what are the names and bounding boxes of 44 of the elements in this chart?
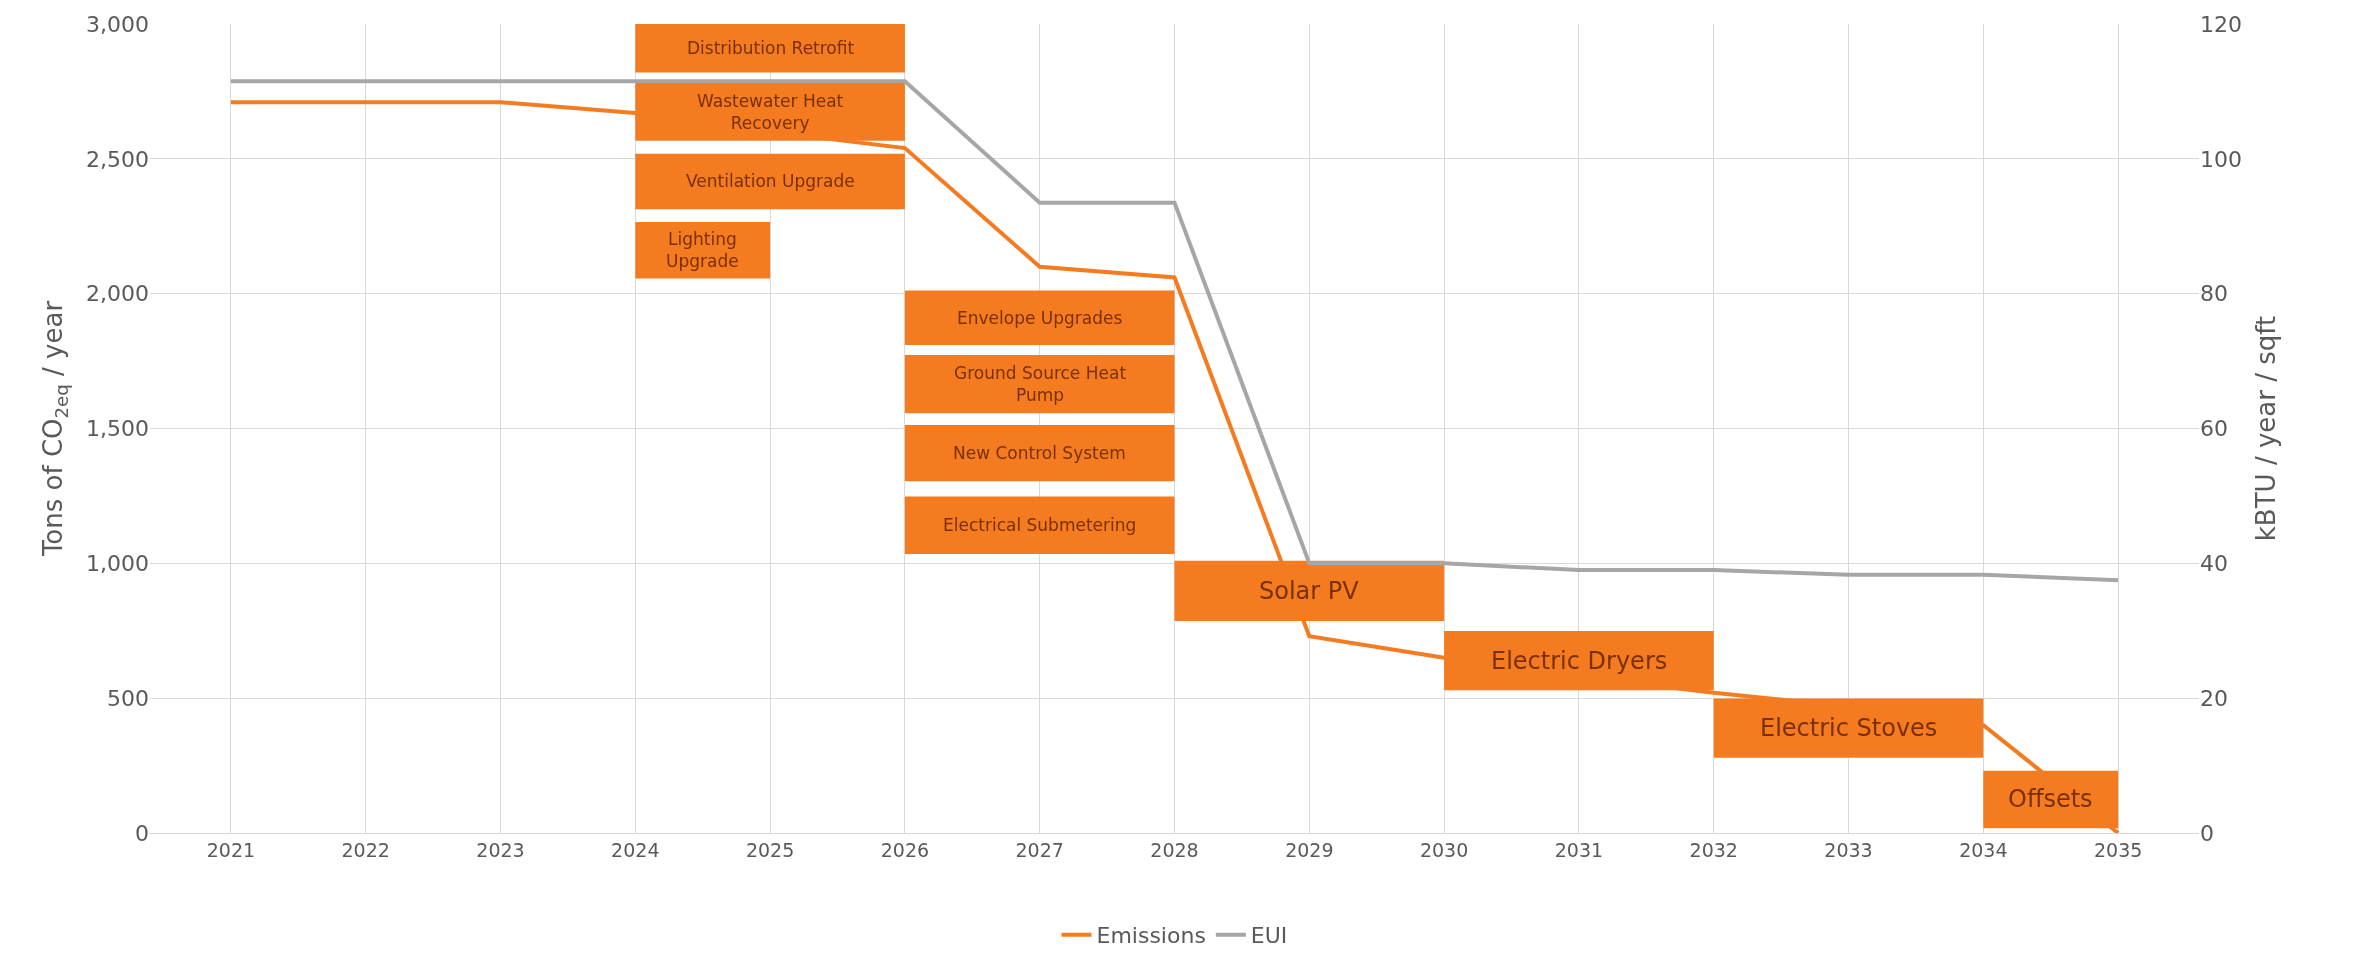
x-tick-label: 2034	[1959, 838, 2008, 861]
y-tick-label: 1,000	[86, 551, 149, 577]
x-tick-label: 2030	[1419, 838, 1469, 861]
x-tick-label: 2031	[1554, 838, 1604, 861]
annotation: Electric Dryers	[1491, 647, 1668, 675]
y2-tick-label: 80	[2200, 281, 2228, 307]
annotation: Solar PV	[1259, 577, 1360, 605]
y2-axis-title: kBTU / year / sqft	[2250, 315, 2281, 542]
y2-tick-label: 100	[2200, 146, 2242, 172]
y-tick-label: 3,000	[86, 11, 149, 37]
y2-tick-label: 40	[2200, 551, 2228, 577]
annotation: Electrical Submetering	[943, 515, 1137, 535]
annotation: Distribution Retrofit	[687, 38, 855, 58]
legend-label: Emissions	[1096, 923, 1206, 949]
annotation: Offsets	[2008, 785, 2093, 813]
x-tick-label: 2022	[341, 838, 390, 861]
y-tick-label: 1,500	[86, 416, 149, 442]
x-tick-label: 2025	[745, 838, 795, 861]
x-tick-label: 2032	[1689, 838, 1738, 861]
x-tick-label: 2027	[1015, 838, 1064, 861]
annotation: Wastewater Heat Recovery	[697, 91, 844, 134]
y-tick-label: 0	[135, 820, 149, 846]
x-tick-label: 2029	[1285, 838, 1334, 861]
y2-tick-label: 120	[2200, 11, 2242, 37]
annotation: Ground Source Heat Pump	[954, 363, 1127, 406]
y2-tick-label: 0	[2200, 820, 2214, 846]
annotation: Lighting Upgrade	[666, 229, 739, 272]
annotation: Envelope Upgrades	[957, 308, 1123, 328]
x-tick-label: 2033	[1824, 838, 1873, 861]
annotation: Ventilation Upgrade	[686, 171, 855, 191]
x-tick-label: 2026	[880, 838, 930, 861]
x-tick-label: 2035	[2093, 838, 2143, 861]
x-tick-label: 2024	[611, 838, 660, 861]
y-tick-label: 2,000	[86, 281, 149, 307]
x-tick-label: 2021	[206, 838, 256, 861]
legend-label: EUI	[1250, 923, 1288, 949]
x-tick-label: 2023	[476, 838, 525, 861]
y-tick-label: 2,500	[86, 146, 149, 172]
annotation: New Control System	[953, 443, 1126, 463]
y2-tick-label: 20	[2200, 685, 2228, 711]
y-tick-label: 500	[107, 685, 149, 711]
y2-tick-label: 60	[2200, 416, 2228, 442]
x-tick-label: 2028	[1150, 838, 1199, 861]
annotation: Electric Stoves	[1760, 714, 1938, 742]
